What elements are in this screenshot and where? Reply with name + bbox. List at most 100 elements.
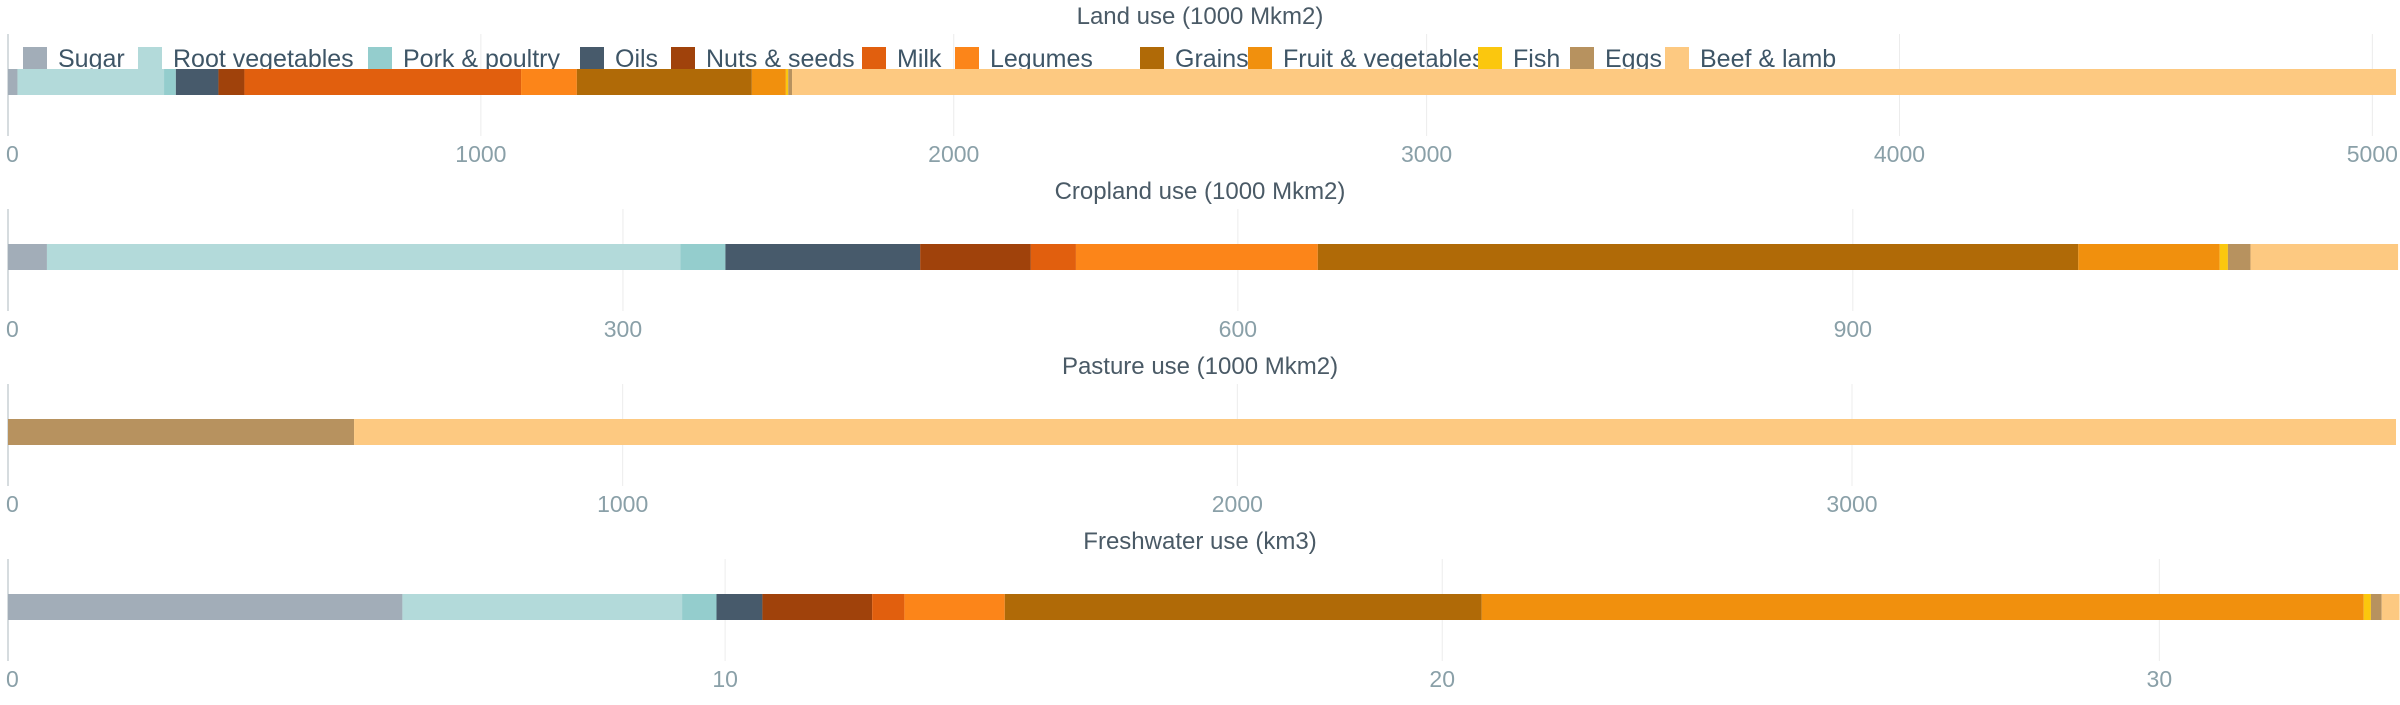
legend-item-eggs[interactable]: Eggs xyxy=(1570,45,1662,73)
bar-segment-fruit-and-vegetables[interactable] xyxy=(751,69,786,95)
panel-title: Pasture use (1000 Mkm2) xyxy=(1062,353,1338,380)
legend-swatch xyxy=(1478,47,1502,71)
legend-item-fruit-and-vegetables[interactable]: Fruit & vegetables xyxy=(1248,45,1485,73)
bar-segment-sugar[interactable] xyxy=(8,594,403,620)
legend-item-root-vegetables[interactable]: Root vegetables xyxy=(138,45,354,73)
tick-label: 20 xyxy=(1429,666,1455,692)
tick-label: 0 xyxy=(6,316,19,342)
bar-segment-legumes[interactable] xyxy=(521,69,577,95)
bar-segment-eggs[interactable] xyxy=(2227,244,2251,270)
legend-label: Oils xyxy=(615,45,658,73)
bar-segment-legumes[interactable] xyxy=(1075,244,1318,270)
bar-segment-sugar[interactable] xyxy=(8,69,18,95)
bar-segment-nuts-and-seeds[interactable] xyxy=(218,69,245,95)
tick-label: 4000 xyxy=(1874,141,1925,167)
bar-segment-milk[interactable] xyxy=(872,594,905,620)
legend-item-beef-and-lamb[interactable]: Beef & lamb xyxy=(1665,45,1836,73)
tick-label: 300 xyxy=(604,316,642,342)
x-axis-ticks: 0 10 20 30 xyxy=(6,666,2172,692)
panel-titles: Land use (1000 Mkm2) Cropland use (1000 M… xyxy=(1055,3,1346,555)
bar-segment-fish[interactable] xyxy=(2219,244,2228,270)
tick-label: 2000 xyxy=(1212,491,1263,517)
bar-segment-fruit-and-vegetables[interactable] xyxy=(1481,594,2364,620)
legend-label: Pork & poultry xyxy=(403,45,561,73)
tick-label: 900 xyxy=(1834,316,1872,342)
legend-swatch xyxy=(1570,47,1594,71)
bar-segment-pork-and-poultry[interactable] xyxy=(164,69,176,95)
bar-segment-grains[interactable] xyxy=(576,69,752,95)
bar-segment-oils[interactable] xyxy=(725,244,921,270)
legend-swatch xyxy=(955,47,979,71)
legend-item-sugar[interactable]: Sugar xyxy=(23,45,125,73)
bar-segment-root-vegetables[interactable] xyxy=(46,244,681,270)
tick-label: 600 xyxy=(1219,316,1257,342)
bar-segment-eggs[interactable] xyxy=(8,419,355,445)
bar-segment-oils[interactable] xyxy=(716,594,763,620)
bar-segment-fruit-and-vegetables[interactable] xyxy=(2078,244,2220,270)
panel-pasture-use: 0 1000 2000 3000 xyxy=(6,384,2396,517)
bar-segment-grains[interactable] xyxy=(1317,244,2079,270)
x-axis-ticks: 0 300 600 900 xyxy=(6,316,1872,342)
bar-segment-milk[interactable] xyxy=(1030,244,1076,270)
legend: Sugar Root vegetables Pork & poultry Oils Nu… xyxy=(23,45,1836,73)
bar-segment-pork-and-poultry[interactable] xyxy=(682,594,717,620)
bar-segment-beef-and-lamb[interactable] xyxy=(2250,244,2399,270)
legend-label: Fish xyxy=(1513,45,1560,73)
legend-swatch xyxy=(862,47,886,71)
panel-title: Cropland use (1000 Mkm2) xyxy=(1055,178,1346,205)
legend-swatch xyxy=(368,47,392,71)
legend-swatch xyxy=(1665,47,1689,71)
legend-label: Nuts & seeds xyxy=(706,45,855,73)
tick-label: 10 xyxy=(712,666,738,692)
legend-item-pork-and-poultry[interactable]: Pork & poultry xyxy=(368,45,561,73)
bar-segment-eggs[interactable] xyxy=(2370,594,2382,620)
bar-segment-oils[interactable] xyxy=(175,69,219,95)
legend-label: Fruit & vegetables xyxy=(1283,45,1485,73)
panel-title: Freshwater use (km3) xyxy=(1083,528,1316,555)
bar-segment-fish[interactable] xyxy=(785,69,789,95)
tick-label: 1000 xyxy=(455,141,506,167)
bar-segment-beef-and-lamb[interactable] xyxy=(354,419,2396,445)
tick-label: 30 xyxy=(2147,666,2173,692)
bar-segment-beef-and-lamb[interactable] xyxy=(2381,594,2400,620)
bar-segment-nuts-and-seeds[interactable] xyxy=(920,244,1031,270)
tick-label: 2000 xyxy=(928,141,979,167)
bar-segment-nuts-and-seeds[interactable] xyxy=(762,594,873,620)
bar-segment-root-vegetables[interactable] xyxy=(17,69,165,95)
legend-item-grains[interactable]: Grains xyxy=(1140,45,1249,73)
legend-label: Legumes xyxy=(990,45,1093,73)
x-axis-ticks: 0 1000 2000 3000 4000 5000 xyxy=(6,141,2398,167)
tick-label: 3000 xyxy=(1401,141,1452,167)
bar-segment-beef-and-lamb[interactable] xyxy=(792,69,2397,95)
tick-label: 3000 xyxy=(1826,491,1877,517)
bar-segment-root-vegetables[interactable] xyxy=(402,594,683,620)
bar-segment-sugar[interactable] xyxy=(8,244,47,270)
stacked-bar xyxy=(8,244,2399,270)
legend-item-legumes[interactable]: Legumes xyxy=(955,45,1093,73)
legend-swatch xyxy=(671,47,695,71)
bar-segment-fish[interactable] xyxy=(2363,594,2371,620)
legend-swatch xyxy=(138,47,162,71)
tick-label: 1000 xyxy=(597,491,648,517)
bar-segment-legumes[interactable] xyxy=(904,594,1005,620)
panel-cropland-use: 0 300 600 900 xyxy=(6,209,2399,342)
legend-item-nuts-and-seeds[interactable]: Nuts & seeds xyxy=(671,45,855,73)
bar-segment-pork-and-poultry[interactable] xyxy=(680,244,726,270)
legend-label: Milk xyxy=(897,45,942,73)
legend-label: Beef & lamb xyxy=(1700,45,1836,73)
tick-label: 0 xyxy=(6,666,19,692)
legend-swatch xyxy=(23,47,47,71)
legend-item-oils[interactable]: Oils xyxy=(580,45,658,73)
bar-segment-grains[interactable] xyxy=(1004,594,1482,620)
legend-label: Eggs xyxy=(1605,45,1662,73)
legend-item-milk[interactable]: Milk xyxy=(862,45,942,73)
legend-swatch xyxy=(1140,47,1164,71)
panel-title: Land use (1000 Mkm2) xyxy=(1077,3,1324,30)
legend-item-fish[interactable]: Fish xyxy=(1478,45,1560,73)
legend-label: Grains xyxy=(1175,45,1249,73)
bar-segment-milk[interactable] xyxy=(244,69,522,95)
bar-segment-eggs[interactable] xyxy=(788,69,793,95)
